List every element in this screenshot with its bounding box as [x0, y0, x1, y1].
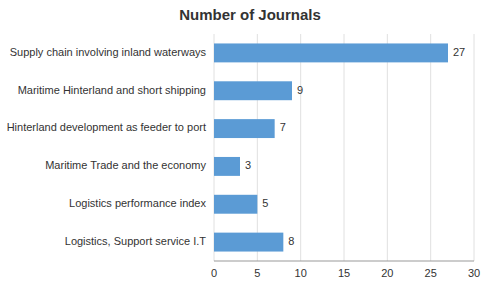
category-label: Maritime Trade and the economy — [45, 159, 206, 171]
data-label: 3 — [245, 159, 251, 171]
x-tick-label: 20 — [381, 267, 393, 279]
bar — [214, 43, 448, 62]
bar — [214, 233, 283, 252]
bar — [214, 195, 257, 214]
bar — [214, 81, 292, 100]
x-tick-label: 5 — [254, 267, 260, 279]
category-label: Maritime Hinterland and short shipping — [18, 84, 206, 96]
grid-line — [387, 34, 388, 261]
grid-line — [430, 34, 431, 261]
grid-line — [344, 34, 345, 261]
bar — [214, 119, 275, 138]
bar — [214, 157, 240, 176]
grid-line — [214, 34, 215, 261]
data-label: 5 — [262, 197, 268, 209]
data-label: 7 — [280, 121, 286, 133]
title: Number of Journals — [179, 6, 321, 23]
x-tick-label: 25 — [425, 267, 437, 279]
x-tick-label: 15 — [338, 267, 350, 279]
category-label: Hinterland development as feeder to port — [7, 121, 206, 133]
category-label: Logistics performance index — [69, 197, 206, 209]
data-label: 9 — [297, 84, 303, 96]
x-tick-label: 0 — [211, 267, 217, 279]
category-label: Supply chain involving inland waterways — [10, 46, 207, 58]
grid — [214, 34, 474, 261]
grid-line — [300, 34, 301, 261]
x-tick-label: 10 — [295, 267, 307, 279]
chart: Number of Journals Logistics, Support ser… — [0, 0, 500, 287]
data-label: 8 — [288, 235, 294, 247]
bars — [214, 43, 448, 251]
x-tick-label: 30 — [468, 267, 480, 279]
category-label: Logistics, Support service I.T — [65, 235, 207, 247]
x-axis-line — [214, 261, 474, 262]
grid-line — [474, 34, 475, 261]
grid-line — [257, 34, 258, 261]
data-label: 27 — [453, 46, 465, 58]
